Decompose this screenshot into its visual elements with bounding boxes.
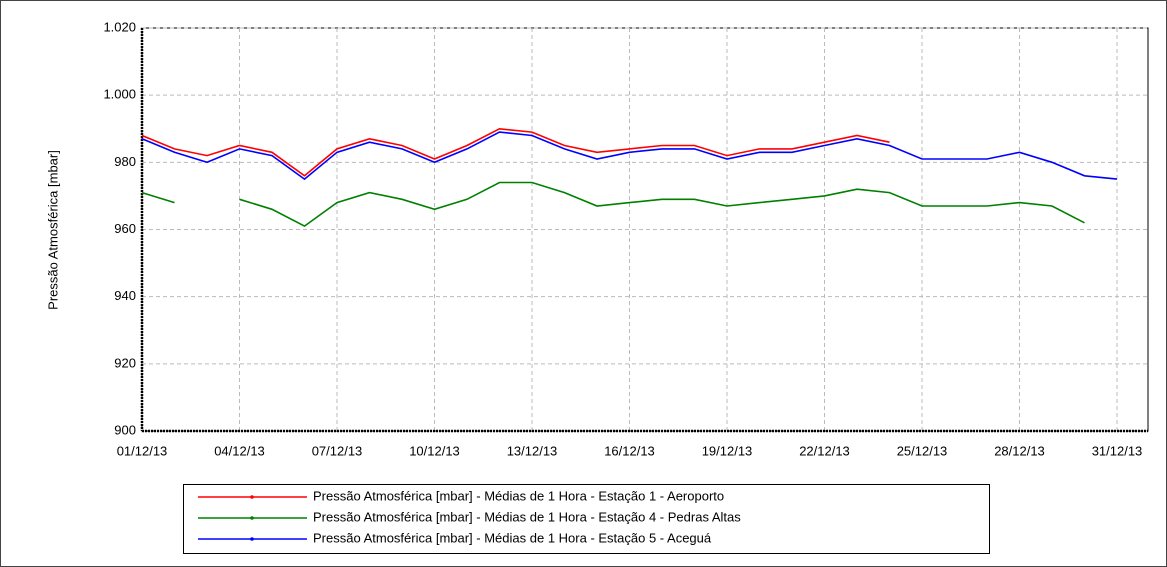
legend-label: Pressão Atmosférica [mbar] - Médias de 1… [313, 509, 741, 524]
series-line [141, 181, 1085, 228]
x-tick-label: 10/12/13 [409, 443, 460, 458]
y-tick-label: 920 [114, 355, 136, 370]
y-tick-label: 900 [114, 422, 136, 437]
x-tick-label: 28/12/13 [994, 443, 1045, 458]
legend-label: Pressão Atmosférica [mbar] - Médias de 1… [313, 488, 724, 503]
x-tick-label: 19/12/13 [702, 443, 753, 458]
series-line [141, 127, 890, 177]
y-tick-label: 940 [114, 288, 136, 303]
x-tick-label: 16/12/13 [604, 443, 655, 458]
x-tick-label: 31/12/13 [1092, 443, 1143, 458]
y-axis-label: Pressão Atmosférica [mbar] [45, 150, 60, 310]
x-tick-label: 01/12/13 [117, 443, 168, 458]
legend-box [183, 484, 990, 554]
y-tick-label: 1.000 [103, 87, 136, 102]
legend-label: Pressão Atmosférica [mbar] - Médias de 1… [313, 530, 712, 545]
x-tick-label: 22/12/13 [799, 443, 850, 458]
y-tick-label: 1.020 [103, 19, 136, 34]
x-tick-label: 04/12/13 [214, 443, 265, 458]
legend-marker [250, 495, 254, 499]
legend-marker [250, 537, 254, 541]
x-tick-label: 25/12/13 [897, 443, 948, 458]
y-tick-label: 980 [114, 154, 136, 169]
x-tick-label: 13/12/13 [507, 443, 558, 458]
series-line [141, 131, 1118, 181]
y-tick-label: 960 [114, 221, 136, 236]
legend-marker [250, 516, 254, 520]
x-tick-label: 07/12/13 [312, 443, 363, 458]
